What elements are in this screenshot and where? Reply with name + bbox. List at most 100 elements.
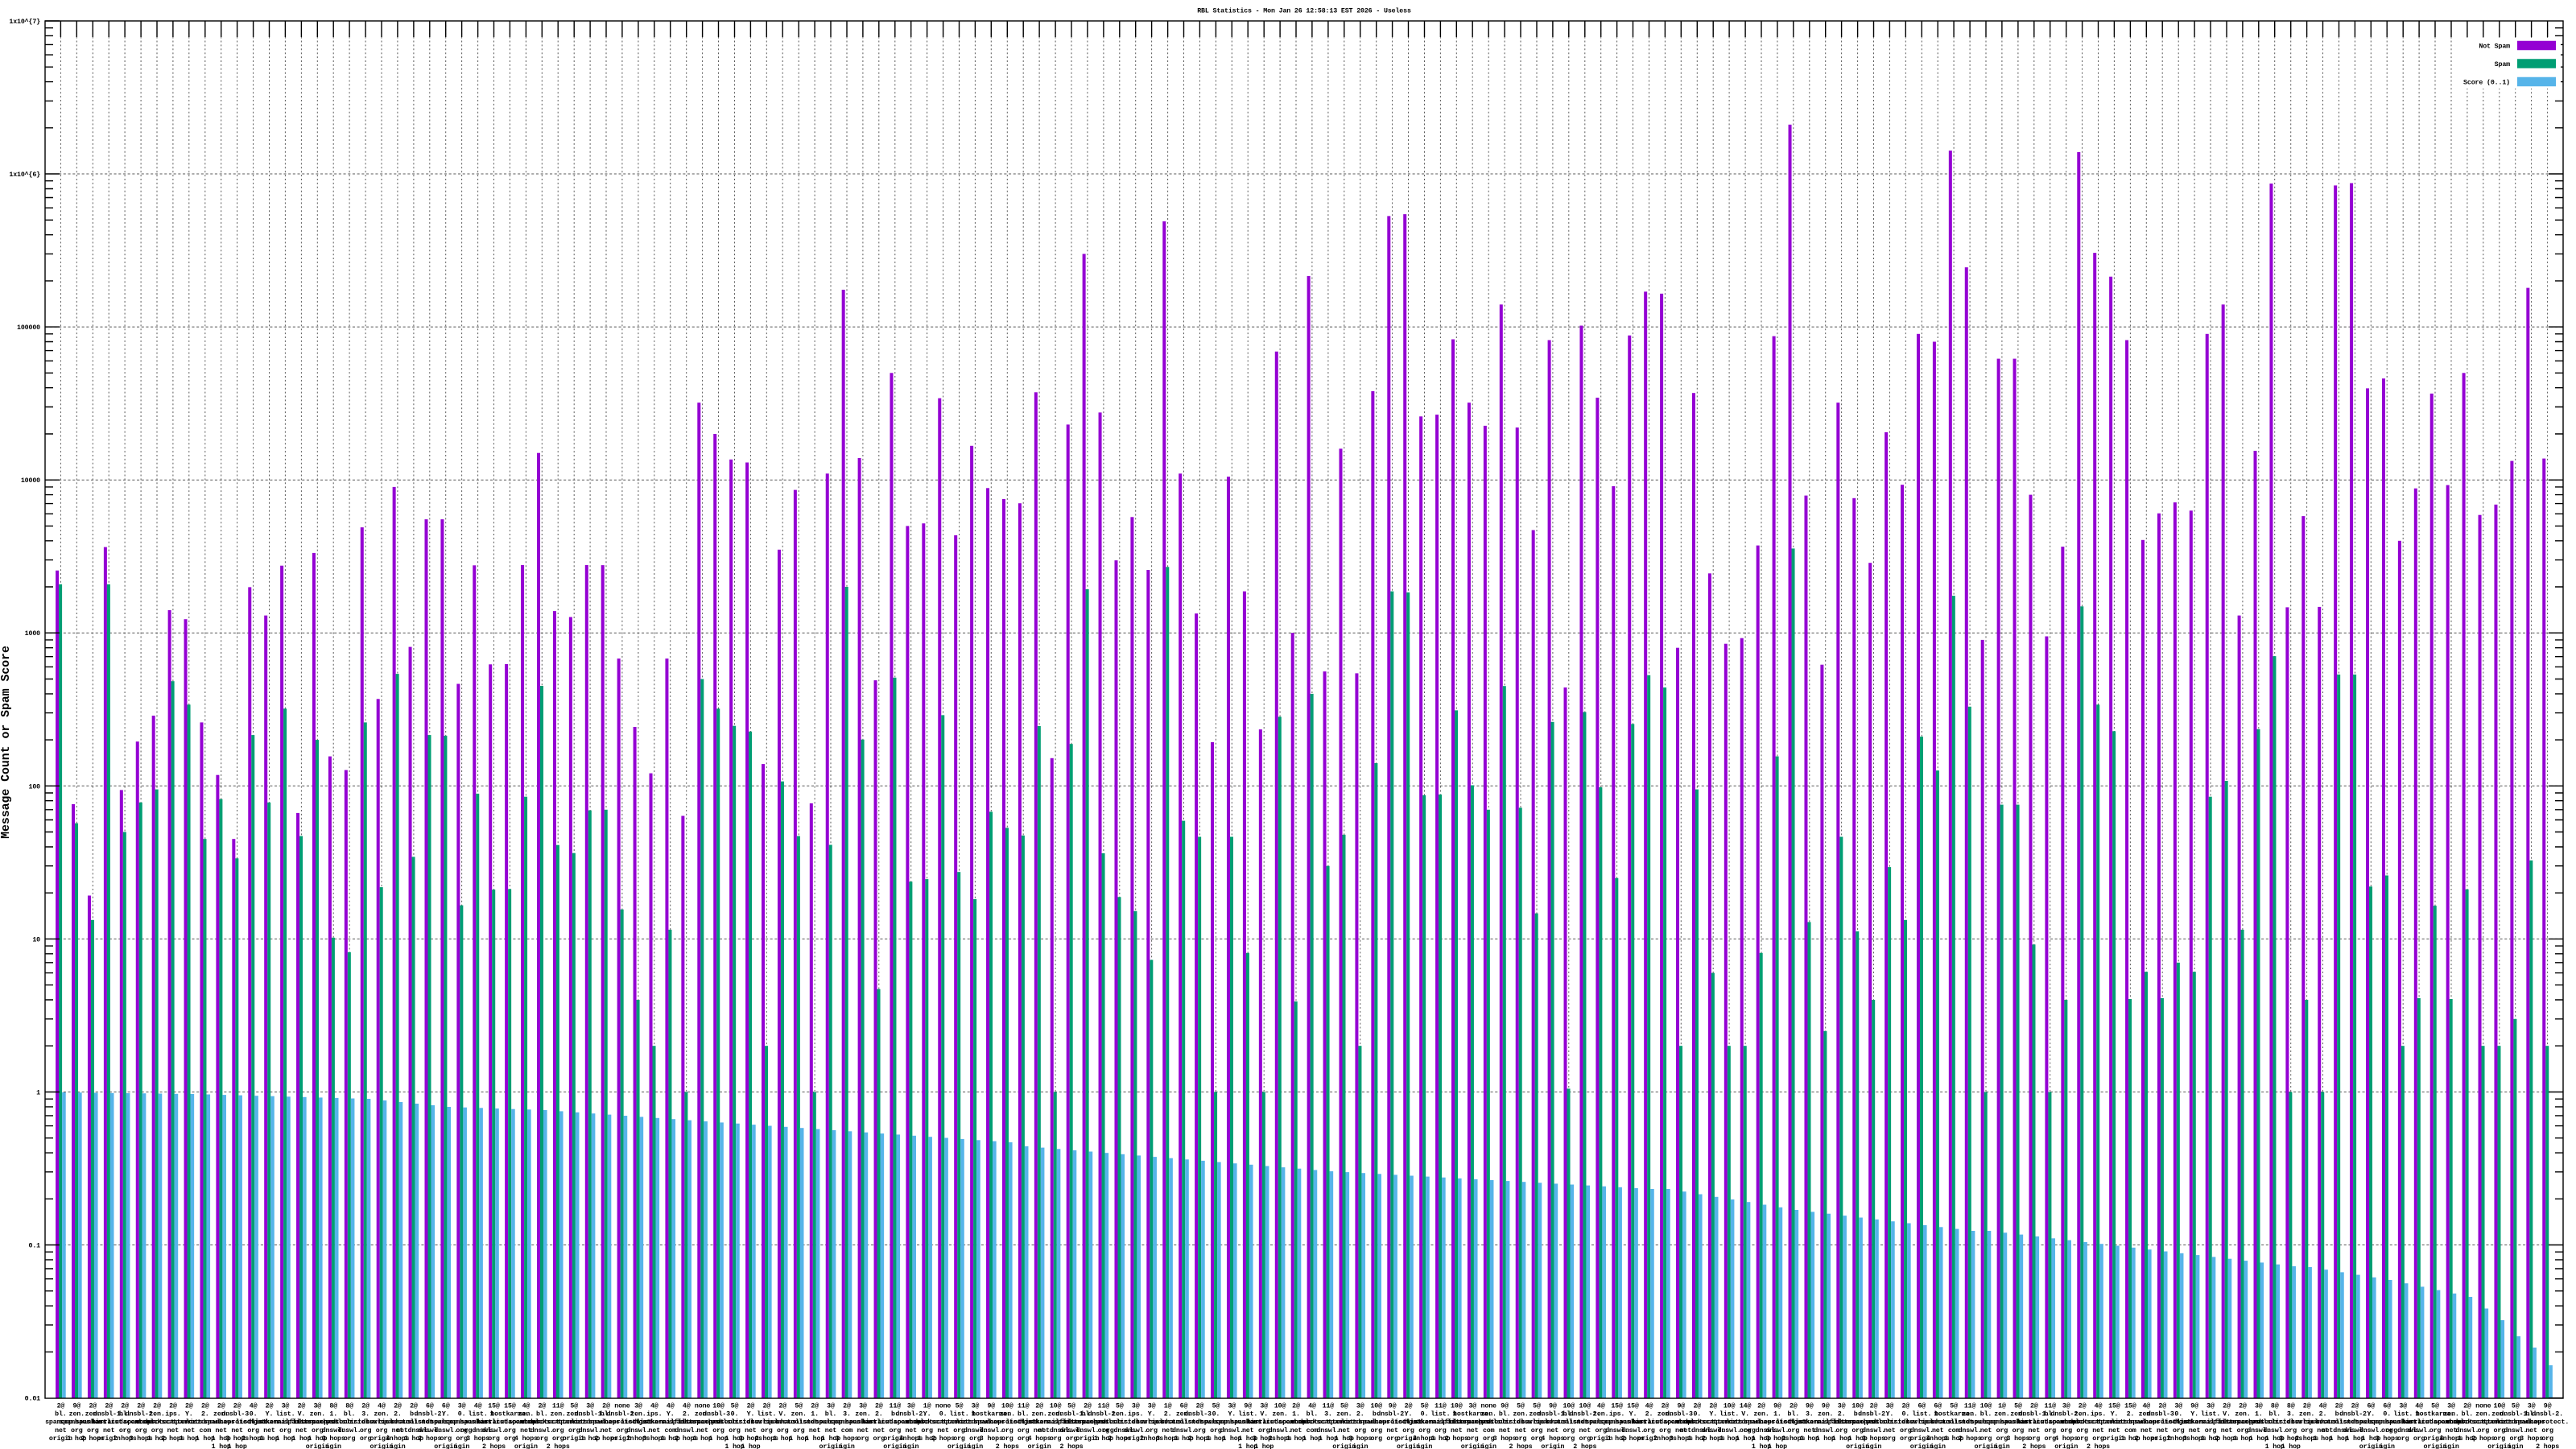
svg-text:15@: 15@ [1611,1402,1623,1410]
svg-text:spamrats.: spamrats. [2097,1419,2132,1426]
svg-text:listdnswl.: listdnswl. [571,1418,609,1426]
svg-text:org: org [2044,1435,2056,1443]
svg-text:dnswl.: dnswl. [2247,1426,2270,1435]
svg-text:net: net [1579,1427,1591,1435]
svg-text:2 hops: 2 hops [2536,1443,2559,1449]
svg-text:2@: 2@ [2351,1402,2359,1410]
svg-text:1 hop: 1 hop [821,1435,840,1443]
svg-text:origin: origin [563,1435,586,1443]
svg-text:zen.: zen. [1112,1411,1127,1418]
svg-text:dnswl.: dnswl. [1220,1426,1244,1435]
svg-text:org: org [2494,1427,2506,1435]
svg-text:15@: 15@ [1627,1402,1639,1410]
svg-text:Y.: Y. [185,1411,193,1418]
svg-text:listdnswl.: listdnswl. [956,1418,994,1426]
svg-text:org: org [504,1427,516,1435]
svg-text:list.: list. [949,1410,968,1418]
svg-text:4@: 4@ [2142,1402,2150,1410]
svg-text:org: org [1531,1427,1543,1435]
svg-text:2@: 2@ [137,1402,145,1410]
svg-text:2@: 2@ [1870,1402,1878,1410]
svg-text:2.: 2. [2127,1411,2135,1418]
svg-text:bl.: bl. [344,1410,356,1418]
svg-text:RBL Statistics - Mon Jan 26 12: RBL Statistics - Mon Jan 26 12:58:13 EST… [1197,7,1411,15]
svg-text:zen.: zen. [1481,1411,1496,1418]
svg-text:1 hop: 1 hop [291,1435,311,1443]
svg-text:hostkarma.: hostkarma. [490,1410,529,1418]
svg-text:zen.: zen. [855,1411,870,1418]
svg-text:dnsbl-3.: dnsbl-3. [1666,1410,1697,1418]
svg-text:2@: 2@ [1709,1402,1717,1410]
svg-text:org: org [360,1427,372,1435]
svg-text:sectoolsnet.: sectoolsnet. [1930,1418,1977,1426]
svg-text:2@: 2@ [298,1402,306,1410]
svg-text:spamcop.: spamcop. [1585,1419,1616,1426]
svg-text:3@: 3@ [2255,1402,2263,1410]
svg-text:spamhaus.: spamhaus. [1984,1418,2019,1426]
svg-text:org: org [504,1435,516,1443]
svg-text:3@: 3@ [2528,1402,2536,1410]
svg-text:surriel.: surriel. [1906,1418,1938,1426]
svg-text:1 hop: 1 hop [228,1443,247,1449]
svg-text:org: org [568,1427,580,1435]
svg-text:org: org [312,1427,324,1435]
svg-text:dnswl.: dnswl. [2408,1426,2431,1435]
svg-text:dnsbl-1.: dnsbl-1. [93,1410,125,1418]
svg-text:1 hop: 1 hop [1848,1435,1868,1443]
svg-text:spamcop.: spamcop. [2355,1419,2387,1426]
svg-text:com: com [1948,1427,1960,1435]
svg-text:uceprotect.: uceprotect. [2141,1419,2184,1426]
svg-text:net: net [392,1427,404,1435]
svg-text:org: org [456,1435,468,1443]
svg-text:uceprotect.: uceprotect. [1676,1419,1719,1426]
svg-text:ips.: ips. [2091,1410,2106,1418]
svg-text:net: net [2525,1427,2537,1435]
svg-text:1 hop: 1 hop [2265,1435,2285,1443]
svg-text:listdnswl.: listdnswl. [1886,1418,1925,1426]
svg-text:1 hop: 1 hop [2233,1435,2252,1443]
svg-text:org: org [2541,1427,2553,1435]
svg-text:3.: 3. [1806,1411,1814,1418]
svg-text:bl.: bl. [601,1410,613,1418]
svg-text:2@: 2@ [2463,1402,2471,1410]
svg-text:2 hops: 2 hops [931,1435,955,1443]
svg-text:psblsurriel.: psblsurriel. [712,1418,758,1426]
svg-text:listlist.: listlist. [1632,1418,1666,1426]
svg-text:2 hops: 2 hops [1060,1443,1084,1449]
svg-text:com: com [1307,1427,1319,1435]
svg-text:3@: 3@ [859,1402,867,1410]
svg-text:igin: igin [2508,1443,2523,1449]
svg-text:100000: 100000 [17,324,40,332]
svg-text:org: org [1467,1435,1479,1443]
svg-text:junkemailfilter.: junkemailfilter. [2179,1418,2241,1426]
svg-text:3@: 3@ [1148,1402,1156,1410]
svg-text:5@: 5@ [570,1402,578,1410]
svg-text:0.: 0. [250,1411,258,1418]
svg-text:barracudacentral.: barracudacentral. [92,1418,158,1426]
svg-text:9@: 9@ [2190,1402,2198,1410]
svg-text:1 hop: 1 hop [275,1435,295,1443]
svg-text:netdnswl.: netdnswl. [1680,1426,1715,1435]
svg-text:surriel.: surriel. [1136,1418,1167,1426]
svg-text:listdnswl.: listdnswl. [2496,1418,2535,1426]
svg-text:3 hops: 3 hops [2520,1435,2543,1443]
svg-text:4@: 4@ [683,1402,691,1410]
svg-text:orgdnswl.: orgdnswl. [1102,1426,1137,1435]
svg-text:zen.: zen. [2074,1411,2090,1418]
svg-text:6@: 6@ [442,1402,450,1410]
svg-text:2 hops: 2 hops [114,1435,137,1443]
svg-text:3.: 3. [843,1411,851,1418]
svg-text:spamrats.: spamrats. [1327,1419,1361,1426]
svg-text:org: org [2381,1427,2393,1435]
svg-text:15@: 15@ [488,1402,500,1410]
svg-text:spamhaus.: spamhaus. [2306,1418,2340,1426]
svg-text:org: org [1563,1427,1575,1435]
svg-text:b.: b. [891,1410,899,1418]
svg-text:2@: 2@ [1901,1402,1909,1410]
svg-text:origin: origin [2151,1435,2174,1443]
svg-text:dnswl.: dnswl. [2504,1426,2527,1435]
svg-text:org: org [1435,1427,1447,1435]
svg-text:psblsurriel.: psblsurriel. [1481,1418,1528,1426]
svg-text:net: net [745,1427,757,1435]
svg-text:0.: 0. [1421,1411,1429,1418]
